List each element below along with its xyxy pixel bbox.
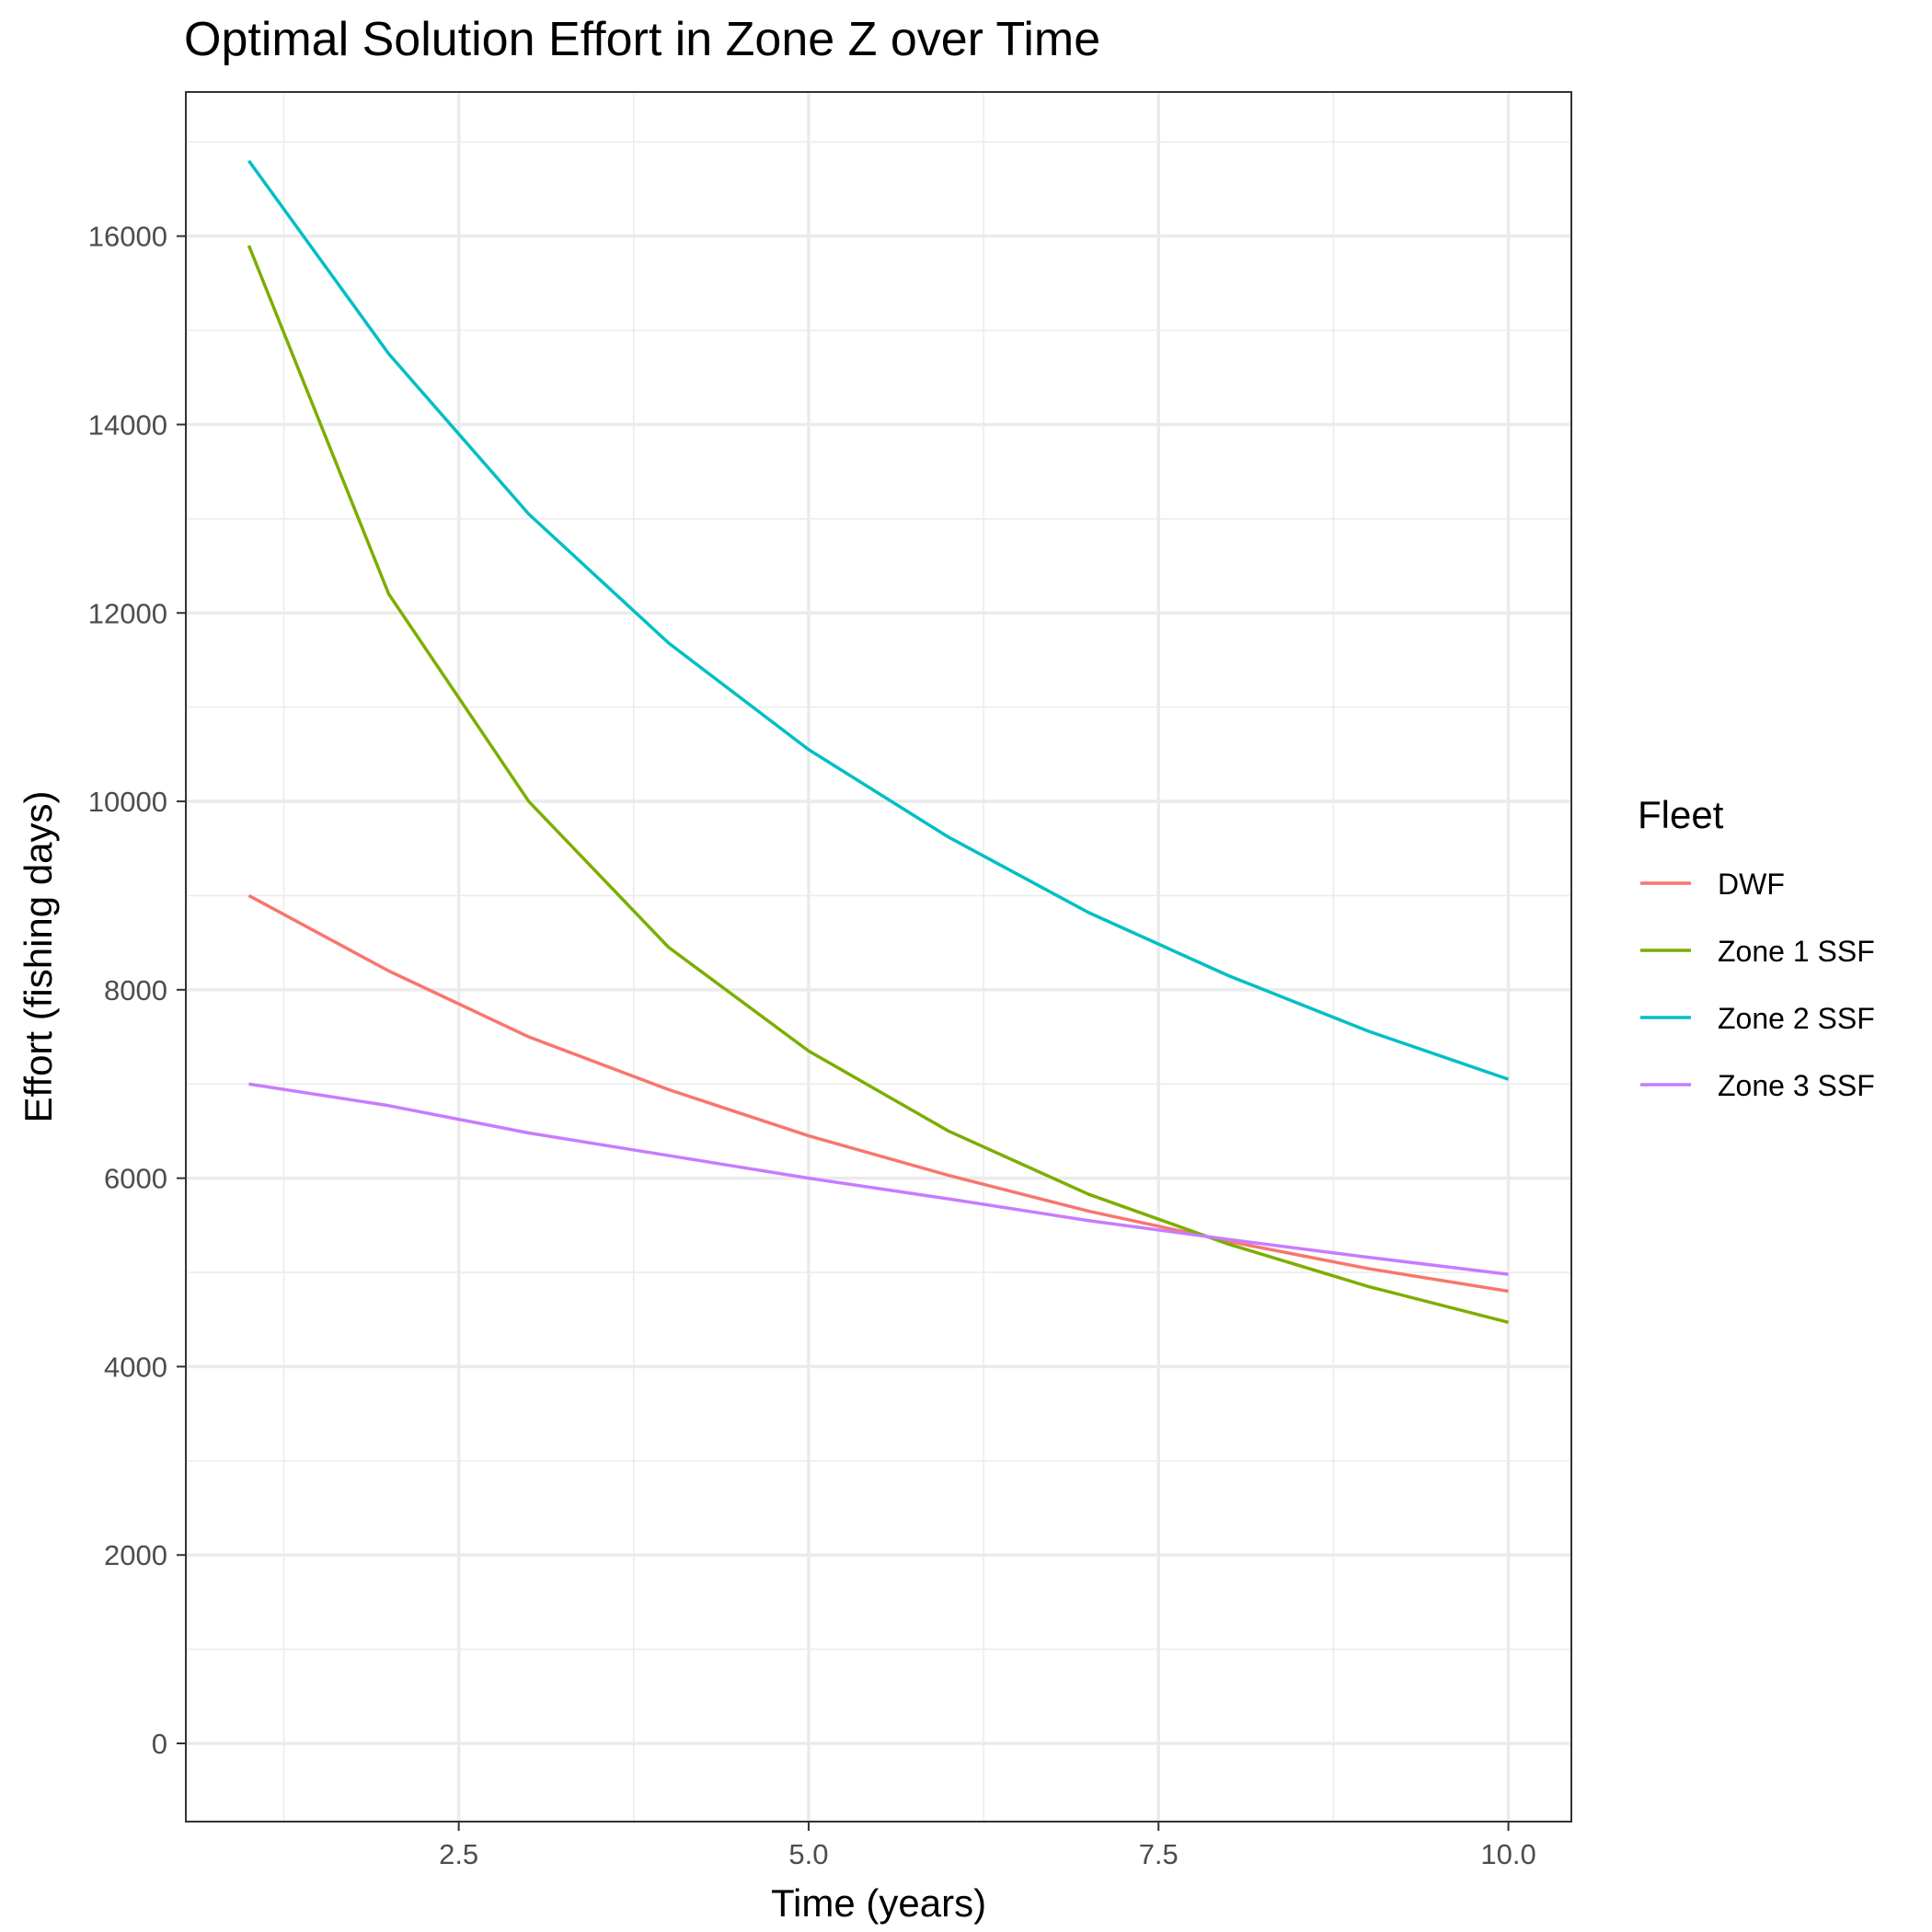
x-axis: 2.5 5.0 7.5 10.0 [439, 1822, 1536, 1870]
x-tick-label: 2.5 [439, 1838, 478, 1870]
x-tick-label: 10.0 [1480, 1838, 1535, 1870]
legend-label: Zone 1 SSF [1718, 935, 1875, 968]
x-tick-label: 7.5 [1139, 1838, 1179, 1870]
y-tick-label: 10000 [88, 786, 167, 818]
y-axis: 0 2000 4000 6000 8000 10000 12000 14000 16000 [88, 221, 186, 1760]
legend-label: DWF [1718, 868, 1785, 901]
x-axis-title: Time (years) [771, 1881, 986, 1925]
legend-title: Fleet [1638, 793, 1724, 836]
legend-label: Zone 3 SSF [1718, 1069, 1875, 1102]
series-lines [247, 159, 1510, 1324]
y-tick-label: 2000 [104, 1539, 167, 1571]
y-tick-label: 12000 [88, 597, 167, 629]
x-tick-label: 5.0 [788, 1838, 828, 1870]
y-tick-label: 16000 [88, 221, 167, 253]
y-tick-label: 8000 [104, 974, 167, 1006]
y-tick-label: 6000 [104, 1163, 167, 1195]
series-line [248, 1082, 1509, 1276]
chart-title: Optimal Solution Effort in Zone Z over T… [184, 13, 1100, 66]
series-line [247, 893, 1509, 1294]
legend-label: Zone 2 SSF [1718, 1002, 1875, 1035]
legend-items: DWF Zone 1 SSF Zone 2 SSF Zone 3 SSF [1640, 868, 1875, 1102]
series-line [247, 245, 1509, 1324]
plot-panel [186, 92, 1571, 1822]
legend: Fleet DWF Zone 1 SSF Zone 2 SSF Zone 3 SSF [1638, 793, 1875, 1102]
major-gridlines [186, 92, 1571, 1822]
series-line [247, 159, 1510, 1081]
y-tick-label: 14000 [88, 408, 167, 441]
y-tick-label: 4000 [104, 1351, 167, 1383]
plot-panel-border [185, 91, 1572, 1823]
minor-gridlines [186, 92, 1571, 1822]
y-axis-title: Effort (fishing days) [17, 790, 60, 1122]
y-tick-label: 0 [152, 1728, 167, 1760]
